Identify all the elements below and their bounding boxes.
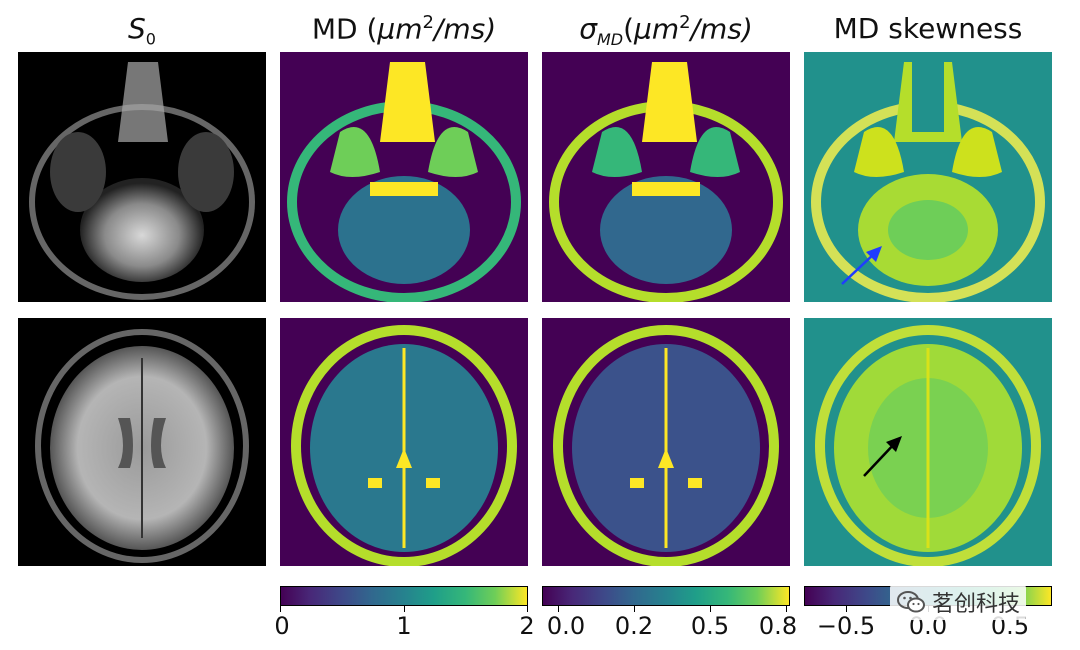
s0-image-row1 bbox=[18, 52, 266, 302]
s0-image-row2 bbox=[18, 318, 266, 566]
md-map-row1 bbox=[280, 52, 528, 302]
watermark-text: 茗创科技 bbox=[932, 592, 1021, 617]
tick-label-md-2: 2 bbox=[519, 612, 535, 640]
tick-label-sigma-2: 0.5 bbox=[690, 612, 730, 640]
tick-sigma-0 bbox=[558, 606, 559, 612]
wechat-icon bbox=[896, 589, 926, 615]
title-md: MD (μm2/ms) bbox=[311, 12, 497, 46]
tick-label-md-0: 0 bbox=[274, 612, 290, 640]
sigma-md-map-row2 bbox=[542, 318, 790, 566]
colorbar-md bbox=[280, 586, 528, 606]
black-arrow-annotation bbox=[863, 436, 902, 477]
blue-arrow-annotation bbox=[841, 246, 882, 285]
tick-label-md-1: 1 bbox=[396, 612, 412, 640]
tick-sigma-1 bbox=[634, 606, 635, 612]
md-skewness-map-row2 bbox=[804, 318, 1052, 566]
tick-sigma-3 bbox=[786, 606, 787, 612]
title-sigma-md: σMD(μm2/ms) bbox=[579, 12, 753, 49]
title-s0: S0 bbox=[128, 12, 156, 49]
tick-md-1 bbox=[404, 606, 405, 612]
tick-label-sigma-1: 0.2 bbox=[614, 612, 654, 640]
watermark: 茗创科技 bbox=[890, 584, 1027, 620]
tick-skew-0 bbox=[846, 606, 847, 612]
tick-label-skew-0: −0.5 bbox=[816, 612, 876, 640]
sigma-md-map-row1 bbox=[542, 52, 790, 302]
tick-md-2 bbox=[527, 606, 528, 612]
tick-md-0 bbox=[280, 606, 281, 612]
tick-label-sigma-3: 0.8 bbox=[758, 612, 798, 640]
md-map-row2 bbox=[280, 318, 528, 566]
tick-sigma-2 bbox=[710, 606, 711, 612]
tick-label-sigma-0: 0.0 bbox=[546, 612, 586, 640]
md-skewness-map-row1 bbox=[804, 52, 1052, 302]
title-md-skewness: MD skewness bbox=[833, 12, 1023, 45]
colorbar-sigma-md bbox=[542, 586, 790, 606]
